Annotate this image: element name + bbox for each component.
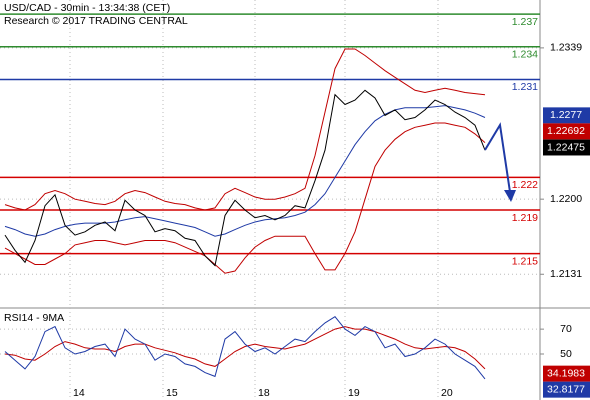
level-label: 1.237 (512, 16, 538, 28)
y-tick-label: 70 (560, 323, 572, 335)
rsi-title: RSI14 - 9MA (4, 312, 64, 324)
level-label: 1.234 (512, 49, 538, 61)
x-tick-label: 15 (166, 387, 178, 399)
last-value-box (543, 381, 590, 398)
level-label: 1.215 (512, 255, 538, 267)
series-line (4, 48, 486, 211)
y-tick-label: 1.2339 (550, 42, 582, 54)
y-tick-label: 1.2131 (550, 268, 582, 280)
chart-subtitle: Research © 2017 TRADING CENTRAL (4, 15, 188, 27)
x-tick-label: 19 (348, 387, 360, 399)
chart-title: USD/CAD - 30min - 13:34:38 (CET) (4, 2, 170, 14)
level-label: 1.222 (512, 179, 538, 191)
forecast-arrowhead (504, 190, 516, 202)
level-label: 1.231 (512, 81, 538, 93)
rsi-panel: 70 50 34.1983 32.8177 (0, 308, 590, 400)
price-panel: 1.2339 1.2200 1.2131 1.237 1.234 1.231 1.222 1.… (0, 0, 590, 308)
last-value-label: 1.22475 (547, 141, 585, 153)
last-value-box (543, 107, 590, 124)
x-tick-label: 14 (73, 387, 85, 399)
last-value-box (543, 123, 590, 140)
last-value-box (543, 139, 590, 156)
last-value-label: 32.8177 (547, 383, 585, 395)
series-line (4, 326, 486, 370)
last-value-label: 1.22692 (547, 125, 585, 137)
series-line (4, 105, 486, 237)
x-tick-label: 18 (258, 387, 270, 399)
series-line (4, 316, 486, 380)
level-label: 1.219 (512, 212, 538, 224)
y-tick-label: 50 (560, 348, 572, 360)
last-value-label: 34.1983 (547, 367, 585, 379)
y-tick-label: 1.2200 (550, 193, 582, 205)
series-line (4, 122, 486, 274)
x-tick-label: 20 (441, 387, 453, 399)
last-value-box (543, 365, 590, 382)
series-line (4, 89, 486, 267)
forecast-arrow (484, 122, 511, 193)
last-value-label: 1.2277 (550, 109, 582, 121)
